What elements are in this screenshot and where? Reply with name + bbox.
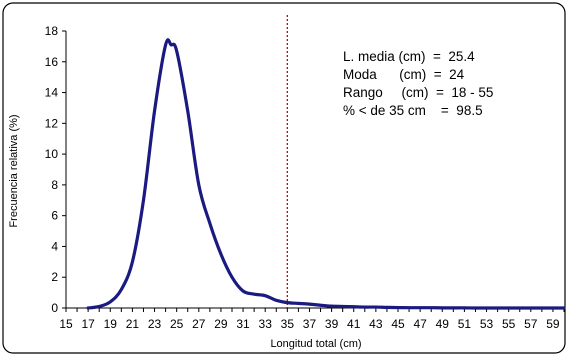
x-tick-label: 39 bbox=[325, 317, 339, 331]
x-tick-label: 27 bbox=[192, 317, 206, 331]
x-tick-label: 17 bbox=[81, 317, 95, 331]
x-tick-label: 15 bbox=[59, 317, 73, 331]
x-tick-label: 43 bbox=[369, 317, 383, 331]
x-tick-label: 35 bbox=[281, 317, 295, 331]
tick-labels: 0 2 4 6 8 10 12 14 16 18 15 17 19 21 23 25 27 29 31 33 35 37 3… bbox=[45, 24, 560, 331]
x-tick-label: 41 bbox=[347, 317, 361, 331]
y-tick-label: 2 bbox=[51, 270, 58, 284]
y-tick-label: 10 bbox=[45, 147, 59, 161]
y-tick-label: 6 bbox=[51, 209, 58, 223]
x-tick-label: 33 bbox=[259, 317, 273, 331]
series-group bbox=[86, 38, 566, 310]
stat-line: Rango (cm) = 18 - 55 bbox=[343, 85, 493, 100]
y-tick-label: 18 bbox=[45, 24, 59, 38]
x-tick-label: 55 bbox=[502, 317, 516, 331]
x-tick-label: 29 bbox=[214, 317, 228, 331]
x-tick-label: 51 bbox=[458, 317, 472, 331]
y-tick-label: 4 bbox=[51, 239, 58, 253]
x-tick-label: 49 bbox=[436, 317, 450, 331]
x-tick-label: 45 bbox=[391, 317, 405, 331]
stat-line: Moda (cm) = 24 bbox=[343, 67, 465, 82]
y-tick-label: 8 bbox=[51, 178, 58, 192]
x-tick-label: 57 bbox=[524, 317, 538, 331]
x-tick-label: 23 bbox=[148, 317, 162, 331]
frequency-curve bbox=[86, 38, 566, 310]
x-tick-label: 19 bbox=[104, 317, 118, 331]
x-tick-label: 47 bbox=[413, 317, 427, 331]
x-tick-label: 53 bbox=[480, 317, 494, 331]
y-tick-label: 16 bbox=[45, 55, 59, 69]
x-tick-label: 59 bbox=[546, 317, 560, 331]
y-axis-title: Frecuencia relativa (%) bbox=[8, 114, 20, 227]
y-tick-label: 0 bbox=[51, 301, 58, 315]
x-tick-label: 25 bbox=[170, 317, 184, 331]
y-tick-label: 12 bbox=[45, 116, 59, 130]
stats-annotations: L. media (cm) = 25.4 Moda (cm) = 24 Rango … bbox=[343, 49, 493, 118]
stat-line: % < de 35 cm = 98.5 bbox=[343, 103, 483, 118]
stat-line: L. media (cm) = 25.4 bbox=[343, 49, 475, 64]
y-tick-label: 14 bbox=[45, 86, 59, 100]
x-tick-label: 37 bbox=[303, 317, 317, 331]
x-axis-title: Longitud total (cm) bbox=[270, 338, 361, 350]
x-tick-label: 21 bbox=[126, 317, 140, 331]
x-tick-label: 31 bbox=[236, 317, 250, 331]
